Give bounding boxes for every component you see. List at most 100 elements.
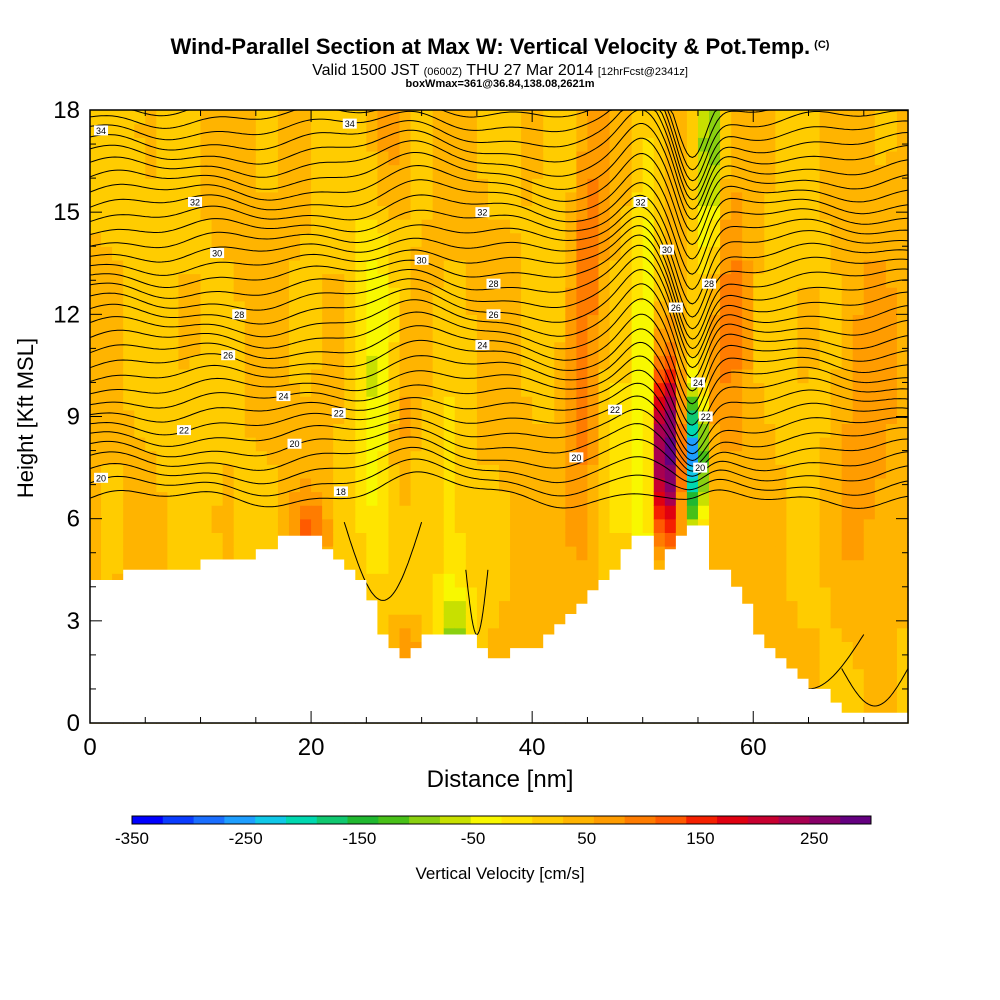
velocity-cell (233, 205, 246, 220)
velocity-cell (200, 491, 213, 506)
velocity-cell (797, 327, 810, 343)
velocity-cell (775, 505, 788, 520)
velocity-cell (841, 368, 854, 384)
velocity-cell (841, 110, 854, 125)
velocity-cell (476, 246, 489, 261)
contour-label-bg (668, 302, 683, 313)
velocity-cell (863, 505, 876, 520)
velocity-cell (288, 341, 301, 356)
velocity-cell (134, 259, 146, 275)
velocity-cell (355, 368, 368, 384)
velocity-cell (720, 368, 732, 384)
velocity-cell (178, 559, 191, 574)
velocity-cell (521, 409, 533, 425)
velocity-cell (896, 464, 909, 479)
velocity-cell (510, 627, 522, 642)
velocity-cell (554, 545, 567, 561)
velocity-cell (399, 532, 412, 547)
velocity-cell (167, 327, 180, 343)
velocity-cell (355, 545, 368, 561)
velocity-cell (874, 341, 887, 356)
velocity-cell (432, 477, 445, 493)
velocity-cell (112, 218, 124, 234)
velocity-cell (543, 273, 555, 288)
velocity-cell (510, 218, 522, 234)
velocity-cell (465, 327, 478, 343)
velocity-cell (366, 164, 379, 179)
velocity-cell (454, 355, 467, 370)
velocity-cell (786, 586, 799, 602)
velocity-cell (554, 396, 567, 411)
velocity-cell (167, 287, 180, 302)
velocity-cell (620, 314, 633, 329)
velocity-cell (189, 314, 202, 329)
velocity-cell (344, 327, 356, 343)
velocity-cell (211, 368, 224, 384)
velocity-cell (830, 614, 843, 629)
contour-label-bg (287, 438, 302, 449)
velocity-cell (731, 123, 743, 138)
velocity-cell (653, 232, 666, 247)
velocity-cell (587, 205, 600, 220)
velocity-cell (510, 464, 522, 479)
velocity-cell (554, 287, 567, 302)
velocity-cell (510, 341, 522, 356)
contour-label: 20 (289, 439, 299, 449)
velocity-cell (863, 341, 876, 356)
velocity-cell (211, 423, 224, 438)
velocity-cell (565, 341, 578, 356)
velocity-cell (112, 191, 124, 207)
velocity-cell (720, 491, 732, 506)
velocity-cell (753, 532, 765, 547)
velocity-cell (112, 450, 124, 465)
velocity-cell (156, 491, 169, 506)
velocity-cell (377, 341, 390, 356)
velocity-cell (266, 505, 279, 520)
velocity-cell (388, 178, 401, 193)
velocity-cell (156, 123, 169, 138)
velocity-cell (145, 518, 158, 533)
contour-label: 20 (695, 463, 705, 473)
velocity-cell (830, 423, 843, 438)
velocity-cell (565, 586, 578, 602)
velocity-cell (852, 668, 865, 683)
colorbar-swatch (316, 816, 349, 824)
velocity-cell (896, 164, 909, 179)
velocity-cell (410, 409, 423, 425)
colorbar-swatch (470, 816, 502, 824)
velocity-cell (101, 532, 113, 547)
velocity-cell (244, 382, 257, 397)
velocity-cell (465, 532, 478, 547)
velocity-cell (399, 382, 412, 397)
velocity-cell (211, 491, 224, 506)
velocity-cell (333, 287, 345, 302)
velocity-cell (288, 273, 301, 288)
velocity-cell (300, 150, 312, 166)
velocity-cell (134, 491, 146, 506)
velocity-cell (322, 205, 334, 220)
velocity-cell (775, 559, 788, 574)
velocity-cell (841, 573, 854, 588)
velocity-cell (167, 205, 180, 220)
velocity-cell (808, 518, 821, 533)
velocity-cell (709, 423, 721, 438)
velocity-cell (255, 477, 268, 493)
theta-contour (89, 471, 909, 509)
velocity-cell (288, 396, 301, 411)
velocity-cell (742, 545, 754, 561)
velocity-cell (797, 573, 810, 588)
velocity-cell (178, 123, 191, 138)
velocity-cell (454, 382, 467, 397)
velocity-cell (366, 382, 379, 397)
velocity-cell (885, 368, 898, 384)
velocity-cell (797, 518, 810, 533)
velocity-cell (377, 137, 390, 152)
velocity-cell (709, 341, 721, 356)
velocity-cell (167, 423, 180, 438)
velocity-cell (333, 327, 345, 343)
velocity-cell (863, 123, 876, 138)
velocity-cell (896, 668, 909, 683)
theta-contour (89, 436, 909, 477)
velocity-cell (145, 191, 158, 207)
velocity-cell (288, 300, 301, 316)
